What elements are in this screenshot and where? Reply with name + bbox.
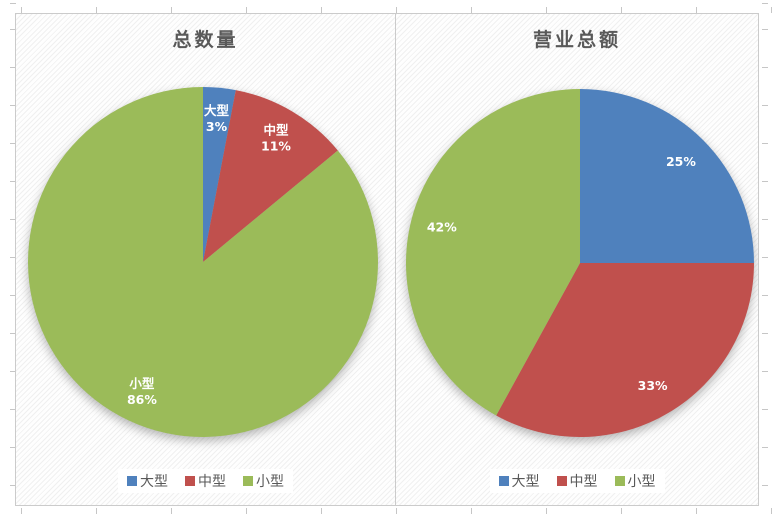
pie-slice-label: 中型 11%	[261, 123, 291, 154]
legend-swatch-small	[614, 476, 625, 486]
pie-slice-label: 大型 3%	[204, 103, 230, 134]
pie-chart-total-count: 大型 3% 中型 11% 小型 86%	[28, 87, 379, 437]
pie	[405, 89, 754, 438]
pie-slice-2[interactable]	[405, 89, 580, 416]
legend-item-small[interactable]: 小型	[614, 471, 656, 491]
pie-slice-label: 42%	[427, 220, 457, 235]
pie-labels: 大型 3% 中型 11% 小型 86%	[127, 103, 291, 407]
charts-container: 总数量 大型 3% 中型 11% 小型 86% 大型 中型 小型 营业总额 25% 33% 4	[15, 13, 759, 506]
legend-label: 中型	[569, 474, 598, 490]
legend-label: 大型	[511, 474, 540, 490]
chart-panel-total-count[interactable]: 总数量 大型 3% 中型 11% 小型 86% 大型 中型 小型	[16, 14, 396, 505]
pie-slice-0[interactable]	[203, 87, 236, 262]
pie-slice-label: 33%	[638, 378, 668, 393]
pie-slice-label: 小型 86%	[127, 376, 157, 407]
worksheet-gridline-ticks-bottom	[0, 508, 783, 514]
chart-title[interactable]: 总数量	[172, 29, 239, 51]
chart-title[interactable]: 营业总额	[532, 29, 621, 51]
pie	[28, 87, 379, 437]
legend-swatch-small	[243, 476, 253, 486]
legend-item-medium[interactable]: 中型	[185, 471, 226, 491]
pie-slice-0[interactable]	[580, 89, 754, 263]
pie-chart-total-revenue: 25% 33% 42%	[405, 89, 754, 438]
legend-item-large[interactable]: 大型	[498, 471, 540, 491]
chart-panel-total-revenue[interactable]: 营业总额 25% 33% 42% 大型 中型 小型	[396, 14, 758, 505]
legend-item-small[interactable]: 小型	[243, 471, 284, 491]
legend-item-medium[interactable]: 中型	[556, 471, 598, 491]
pie-slice-label: 25%	[666, 154, 696, 169]
legend-box: 大型 中型 小型	[118, 469, 293, 493]
legend-swatch-large	[127, 476, 137, 486]
legend-label: 大型	[140, 474, 168, 490]
pie-slice-1[interactable]	[203, 90, 338, 262]
legend-swatch-medium	[185, 476, 195, 486]
legend-label: 中型	[198, 474, 226, 490]
worksheet-gridline-ticks-right	[762, 0, 768, 520]
pie-slice-2[interactable]	[28, 87, 379, 437]
legend-label: 小型	[256, 474, 284, 490]
legend-swatch-large	[498, 476, 509, 486]
legend-item-large[interactable]: 大型	[127, 471, 168, 491]
legend-swatch-medium	[556, 476, 567, 486]
legend: 大型 中型 小型	[16, 469, 395, 493]
legend-box: 大型 中型 小型	[489, 469, 665, 493]
legend-label: 小型	[627, 474, 656, 490]
legend: 大型 中型 小型	[396, 469, 758, 493]
pie-slice-1[interactable]	[496, 263, 754, 438]
pie-labels: 25% 33% 42%	[427, 154, 696, 393]
